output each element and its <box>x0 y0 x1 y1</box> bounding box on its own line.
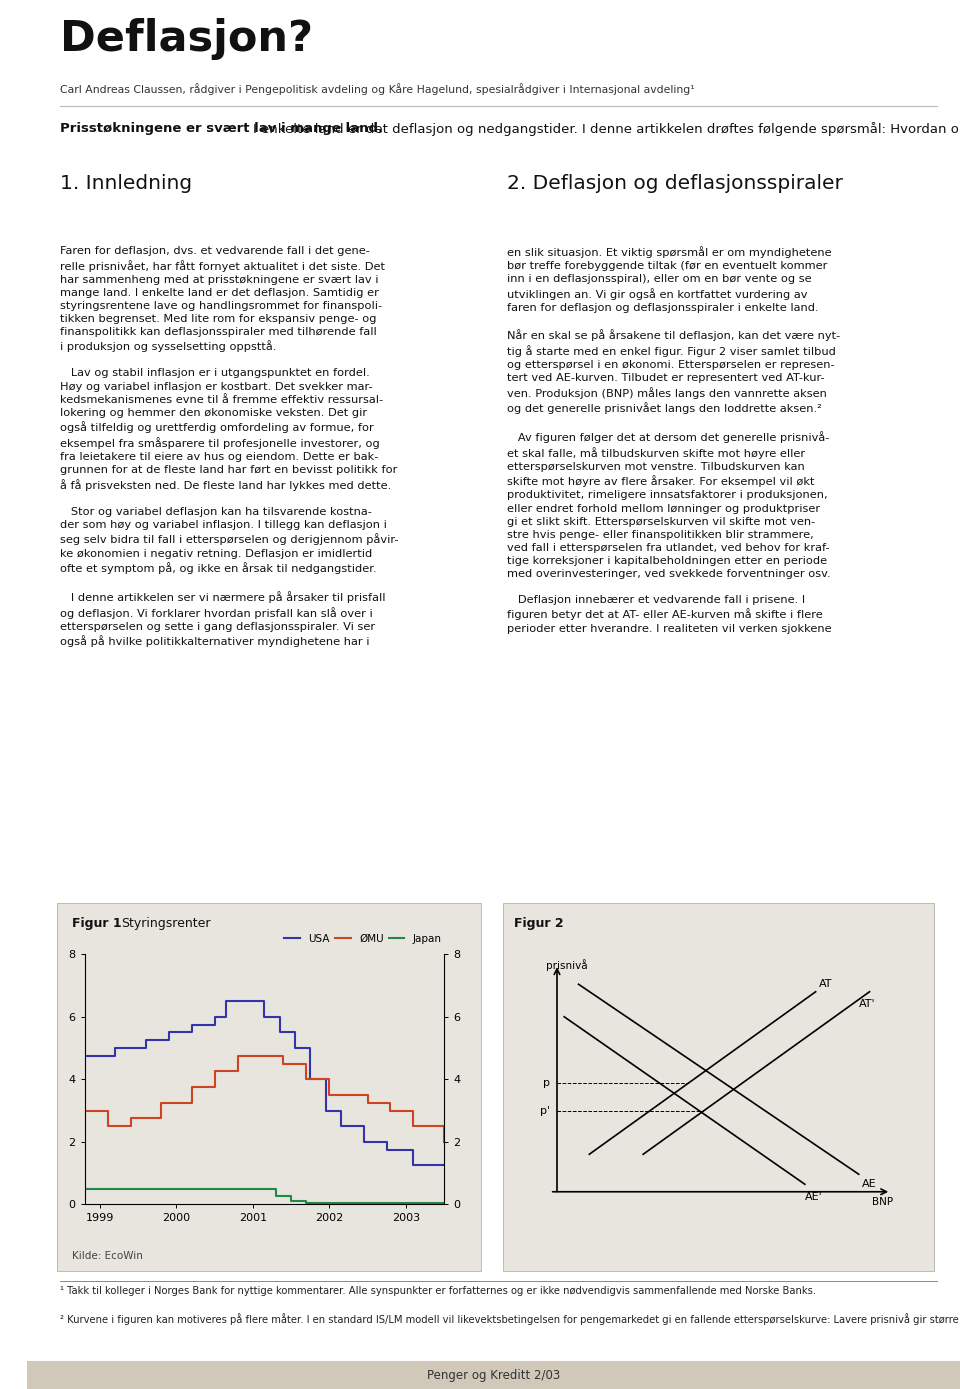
USA <box>393 1142 404 1158</box>
Text: Prisstøkningene er svært lav i mange land.: Prisstøkningene er svært lav i mange lan… <box>60 122 383 135</box>
ØMU <box>408 1118 420 1135</box>
Text: ¹ Takk til kolleger i Norges Bank for nyttige kommentarer. Alle synspunkter er f: ¹ Takk til kolleger i Norges Bank for ny… <box>60 1286 816 1296</box>
USA <box>304 1071 316 1088</box>
USA <box>163 1024 175 1040</box>
USA <box>438 1157 449 1174</box>
USA <box>408 1157 420 1174</box>
USA <box>381 1142 393 1158</box>
Japan <box>438 1195 449 1211</box>
USA <box>251 993 262 1010</box>
Japan <box>285 1193 297 1210</box>
ØMU <box>232 1047 244 1064</box>
Text: Styringsrenter: Styringsrenter <box>121 917 210 929</box>
Japan <box>300 1195 312 1211</box>
Text: Kilde: EcoWin: Kilde: EcoWin <box>72 1251 142 1261</box>
ØMU <box>102 1118 113 1135</box>
Text: BNP: BNP <box>872 1197 893 1207</box>
Bar <box>503 903 934 1271</box>
Text: prisnivå: prisnivå <box>546 960 588 971</box>
ØMU <box>209 1063 221 1079</box>
Text: Figur 2: Figur 2 <box>514 917 564 929</box>
USA <box>320 1103 331 1120</box>
Bar <box>57 903 481 1271</box>
ØMU <box>438 1133 449 1150</box>
Line: Japan: Japan <box>84 1189 444 1203</box>
Text: ² Kurvene i figuren kan motiveres på flere måter. I en standard IS/LM modell vil: ² Kurvene i figuren kan motiveres på fle… <box>60 1313 960 1325</box>
ØMU <box>324 1086 335 1103</box>
USA <box>335 1118 347 1135</box>
USA <box>209 1008 221 1025</box>
Text: Carl Andreas Claussen, rådgiver i Pengepolitisk avdeling og Kåre Hagelund, spesi: Carl Andreas Claussen, rådgiver i Pengep… <box>60 83 694 96</box>
ØMU <box>385 1103 396 1120</box>
Text: AE: AE <box>862 1179 877 1189</box>
USA <box>109 1039 121 1056</box>
USA <box>94 1047 106 1064</box>
ØMU <box>156 1095 167 1111</box>
Text: 2. Deflasjon og deflasjonsspiraler: 2. Deflasjon og deflasjonsspiraler <box>508 174 843 193</box>
Text: 88: 88 <box>4 778 23 792</box>
Text: AT: AT <box>819 979 832 989</box>
Text: AE': AE' <box>804 1192 823 1201</box>
USA <box>358 1133 370 1150</box>
Text: I enkelte land er det deflasjon og nedgangstider. I denne artikkelen drøftes føl: I enkelte land er det deflasjon og nedga… <box>252 122 960 136</box>
ØMU <box>79 1103 90 1120</box>
Japan <box>132 1181 144 1197</box>
ØMU <box>186 1079 198 1096</box>
Text: 1. Innledning: 1. Innledning <box>60 174 192 193</box>
USA <box>258 1008 270 1025</box>
USA <box>140 1032 152 1049</box>
ØMU <box>362 1095 373 1111</box>
USA <box>221 993 232 1010</box>
Japan <box>171 1181 182 1197</box>
USA <box>289 1039 300 1056</box>
USA <box>274 1024 285 1040</box>
USA <box>79 1047 90 1064</box>
Text: Deflasjon?: Deflasjon? <box>60 18 313 60</box>
Line: ØMU: ØMU <box>84 1056 444 1142</box>
ØMU <box>254 1047 266 1064</box>
Legend: USA, ØMU, Japan: USA, ØMU, Japan <box>280 929 446 947</box>
Japan <box>270 1188 281 1204</box>
Text: AT': AT' <box>859 999 876 1010</box>
Text: p': p' <box>540 1106 550 1115</box>
ØMU <box>300 1071 312 1088</box>
Japan <box>209 1181 221 1197</box>
Text: Penger og Kreditt 2/03: Penger og Kreditt 2/03 <box>427 1368 560 1382</box>
Bar <box>27 1361 960 1389</box>
ØMU <box>125 1110 136 1126</box>
Japan <box>254 1181 266 1197</box>
ØMU <box>277 1056 289 1072</box>
Text: Figur 1: Figur 1 <box>72 917 126 929</box>
Line: USA: USA <box>84 1001 444 1165</box>
Text: en slik situasjon. Et viktig spørsmål er om myndighetene
bør treffe forebyggende: en slik situasjon. Et viktig spørsmål er… <box>508 246 841 633</box>
Text: p: p <box>542 1078 550 1088</box>
Japan <box>79 1181 90 1197</box>
USA <box>186 1017 198 1033</box>
Text: Faren for deflasjon, dvs. et vedvarende fall i det gene-
relle prisnivået, har f: Faren for deflasjon, dvs. et vedvarende … <box>60 246 398 647</box>
Japan <box>94 1181 106 1197</box>
